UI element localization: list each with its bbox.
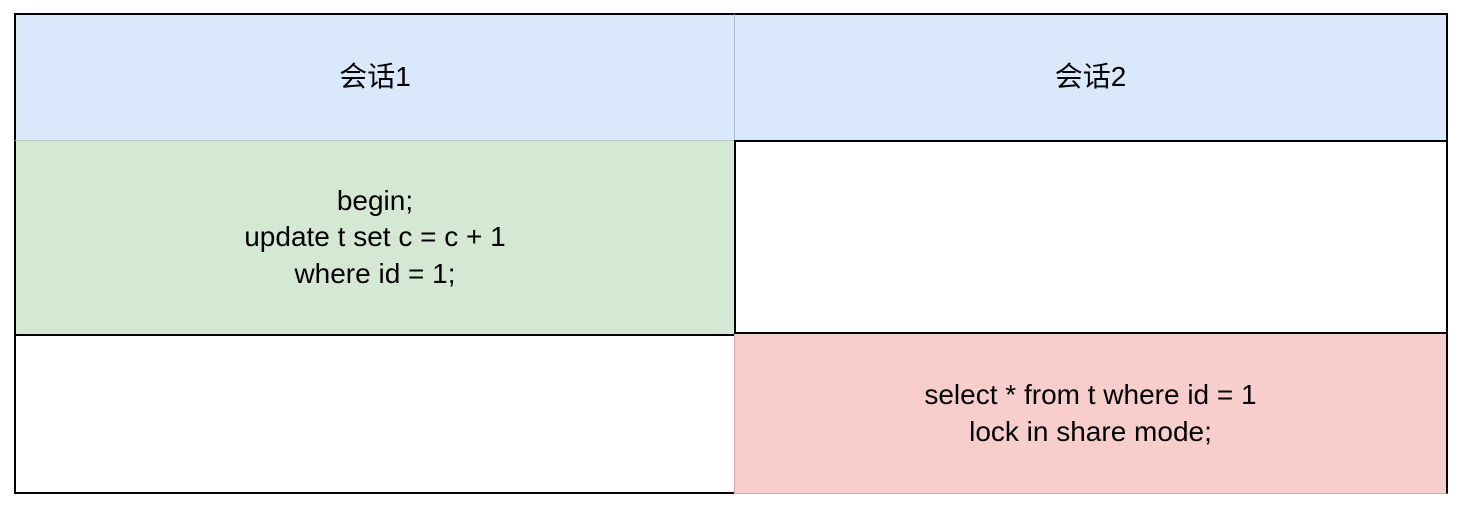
session-1-empty-cell	[14, 334, 734, 494]
session-2-select-statement-cell: select * from t where id = 1 lock in sha…	[734, 334, 1448, 494]
header-session-1: 会话1	[14, 13, 734, 140]
session-2-select-statement: select * from t where id = 1 lock in sha…	[924, 379, 1257, 447]
header-session-1-label: 会话1	[339, 61, 411, 93]
header-session-2-label: 会话2	[1054, 61, 1127, 93]
header-session-2: 会话2	[734, 13, 1448, 140]
session-1-update-statement: begin; update t set c = c + 1 where id =…	[244, 184, 506, 289]
session-2-empty-cell	[734, 140, 1448, 334]
session-1-update-statement-cell: begin; update t set c = c + 1 where id =…	[14, 140, 734, 334]
